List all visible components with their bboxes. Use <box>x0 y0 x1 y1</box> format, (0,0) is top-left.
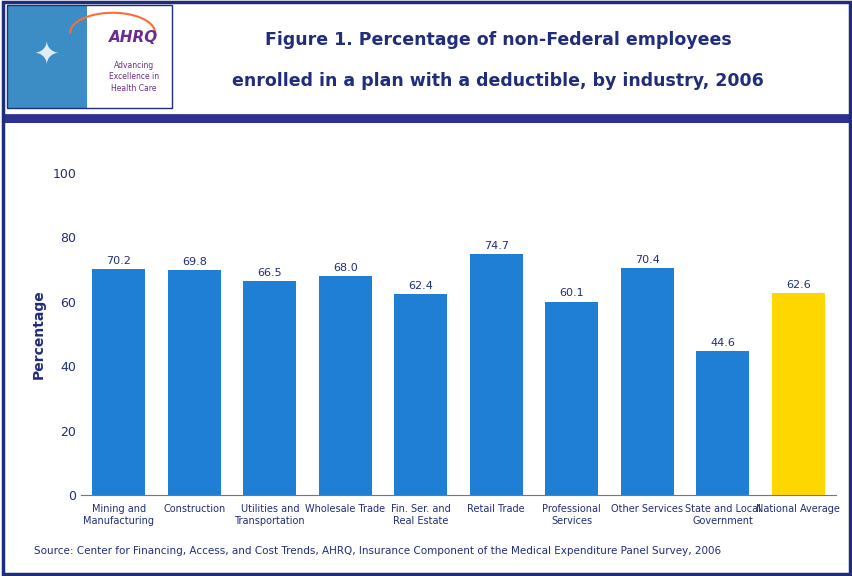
Bar <box>7 5 87 108</box>
Text: AHRQ: AHRQ <box>109 29 158 44</box>
Text: 68.0: 68.0 <box>332 263 357 273</box>
Text: 74.7: 74.7 <box>483 241 508 251</box>
Bar <box>695 351 748 495</box>
Text: Advancing
Excellence in
Health Care: Advancing Excellence in Health Care <box>109 61 158 93</box>
Bar <box>319 276 371 495</box>
Bar <box>394 294 446 495</box>
Bar <box>469 255 522 495</box>
Bar <box>243 281 296 495</box>
Text: 44.6: 44.6 <box>710 338 734 348</box>
Text: 62.4: 62.4 <box>408 281 433 291</box>
Text: 60.1: 60.1 <box>559 288 584 298</box>
Bar <box>771 293 824 495</box>
Bar <box>620 268 673 495</box>
Text: 70.2: 70.2 <box>106 256 131 266</box>
Bar <box>92 269 145 495</box>
Y-axis label: Percentage: Percentage <box>32 289 45 379</box>
Bar <box>87 5 168 108</box>
Text: ✦: ✦ <box>34 40 60 69</box>
Text: 62.6: 62.6 <box>785 280 809 290</box>
Text: Source: Center for Financing, Access, and Cost Trends, AHRQ, Insurance Component: Source: Center for Financing, Access, an… <box>33 546 720 556</box>
Text: Figure 1. Percentage of non-Federal employees: Figure 1. Percentage of non-Federal empl… <box>264 32 730 50</box>
Bar <box>168 270 221 495</box>
Bar <box>7 5 172 108</box>
Text: 69.8: 69.8 <box>181 257 206 267</box>
Text: enrolled in a plan with a deductible, by industry, 2006: enrolled in a plan with a deductible, by… <box>232 73 763 90</box>
Bar <box>544 301 597 495</box>
Text: 70.4: 70.4 <box>634 255 659 265</box>
Text: 66.5: 66.5 <box>257 268 282 278</box>
